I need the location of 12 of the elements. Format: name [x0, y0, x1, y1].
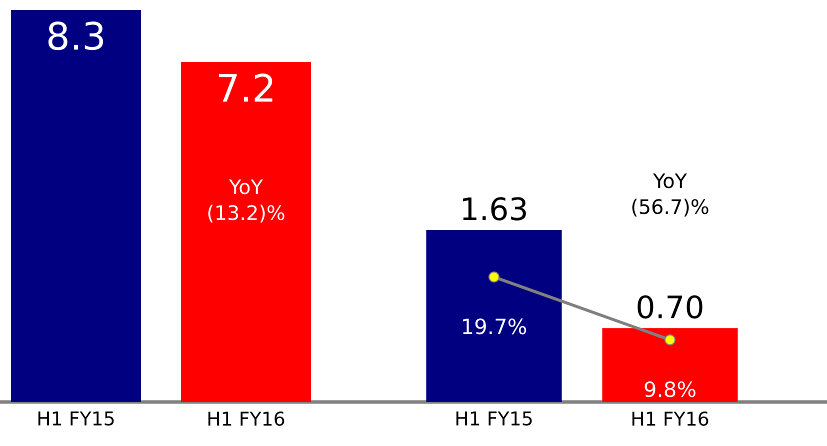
x-tick-label: H1 FY16	[632, 412, 708, 426]
x-tick-label: H1 FY15	[38, 412, 114, 426]
data-label: 8.3	[48, 22, 104, 50]
annotation: YoY (13.2)%	[208, 179, 284, 223]
data-label: 9.8%	[644, 381, 696, 398]
x-tick-label: H1 FY15	[456, 412, 532, 426]
data-label: 0.70	[638, 295, 702, 319]
data-label: 7.2	[218, 73, 272, 102]
data-label: 1.63	[463, 197, 526, 220]
text: YoY (56.7)%	[632, 173, 708, 216]
data-label: 19.7%	[463, 318, 526, 334]
x-tick-label: H1 FY16	[208, 412, 284, 426]
